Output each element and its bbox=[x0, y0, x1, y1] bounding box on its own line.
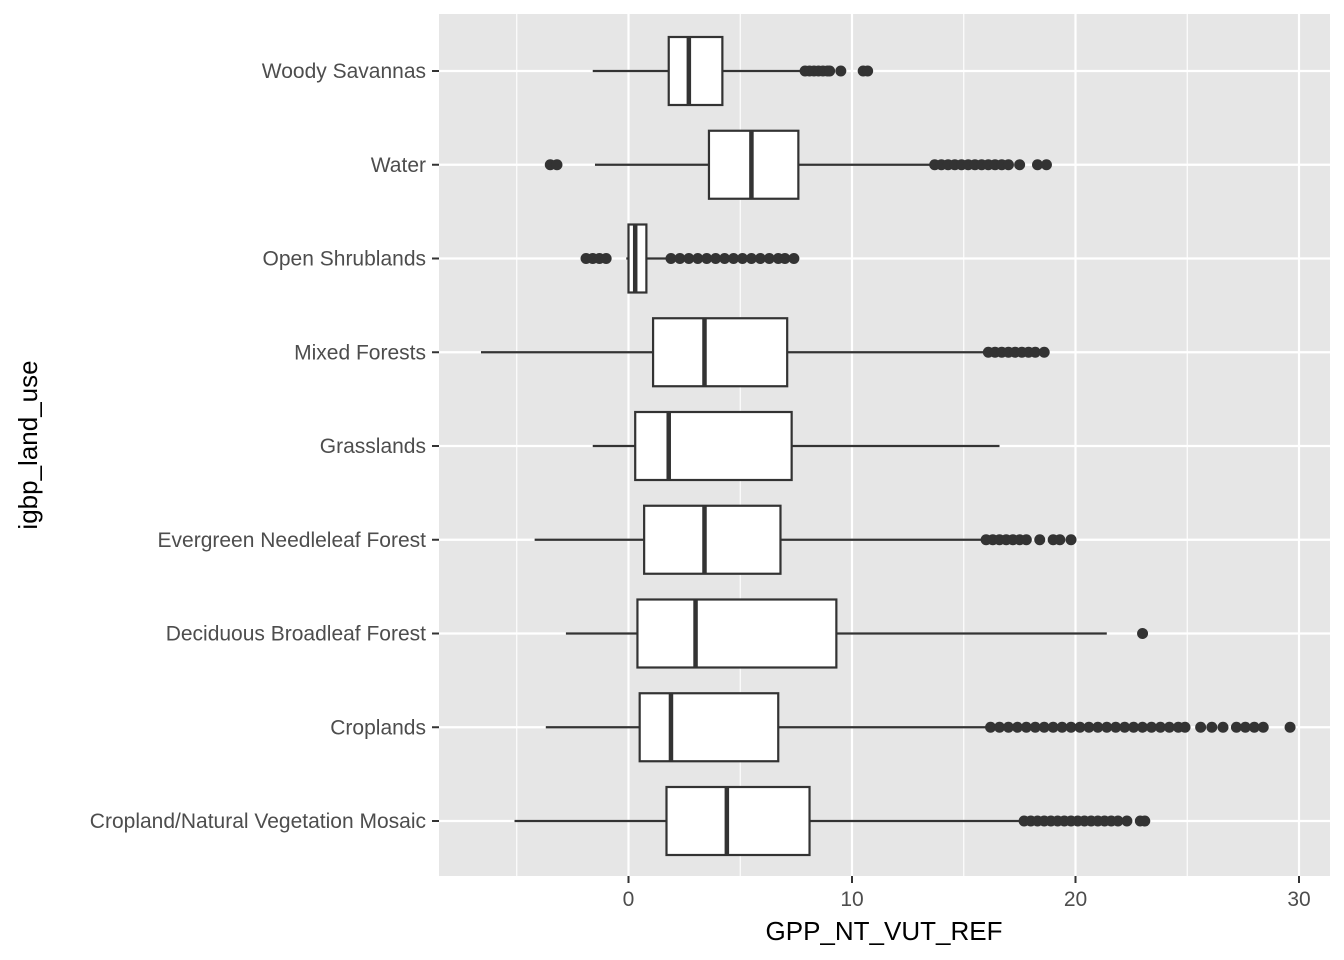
y-axis-title: igbp_land_use bbox=[13, 360, 43, 529]
outlier-point bbox=[692, 253, 704, 264]
x-tick-label: 10 bbox=[840, 888, 863, 911]
outlier-point bbox=[1230, 721, 1242, 733]
box-deciduous-broadleaf-forest bbox=[565, 598, 1149, 669]
box-series bbox=[480, 35, 1296, 857]
y-tick-label: Grasslands bbox=[320, 435, 426, 458]
y-tick-label: Woody Savannas bbox=[262, 60, 426, 83]
box-croplands bbox=[545, 692, 1296, 763]
outlier-point bbox=[736, 253, 748, 264]
outlier-point bbox=[551, 159, 563, 171]
iqr-box bbox=[643, 504, 782, 575]
outlier-point bbox=[1154, 721, 1166, 733]
outlier-point bbox=[1083, 721, 1095, 733]
outlier-point bbox=[1032, 159, 1044, 171]
outlier-point bbox=[1020, 721, 1032, 733]
outlier-point bbox=[710, 253, 722, 264]
y-tick-label: Croplands bbox=[330, 716, 426, 739]
outlier-point bbox=[1029, 346, 1041, 358]
x-axis-title: GPP_NT_VUT_REF bbox=[766, 916, 1003, 946]
outlier-point bbox=[1257, 721, 1269, 733]
outlier-point bbox=[1179, 721, 1191, 733]
outlier-point bbox=[862, 65, 874, 77]
y-tick-label: Water bbox=[371, 154, 426, 177]
outlier-point bbox=[788, 253, 800, 264]
outlier-point bbox=[674, 253, 686, 264]
outlier-point bbox=[824, 65, 836, 77]
outlier-point bbox=[1011, 721, 1023, 733]
outlier-point bbox=[1163, 721, 1175, 733]
outlier-point bbox=[665, 253, 677, 264]
outlier-point bbox=[779, 253, 791, 264]
outlier-point bbox=[1065, 534, 1077, 546]
outlier-point bbox=[1034, 534, 1046, 546]
y-tick-label: Deciduous Broadleaf Forest bbox=[166, 623, 426, 646]
iqr-box bbox=[634, 410, 793, 482]
box-woody-savannas bbox=[592, 35, 874, 107]
box-cropland-natural-vegetation-mosaic bbox=[514, 785, 1151, 857]
outlier-point bbox=[1047, 721, 1059, 733]
y-tick-label: Mixed Forests bbox=[294, 341, 426, 364]
iqr-box bbox=[651, 317, 789, 388]
outlier-point bbox=[835, 65, 847, 77]
outlier-point bbox=[1248, 721, 1260, 733]
iqr-box bbox=[665, 785, 811, 857]
x-axis: 0 10 20 30 bbox=[623, 876, 1311, 911]
outlier-point bbox=[1195, 721, 1207, 733]
outlier-point bbox=[1217, 721, 1229, 733]
outlier-point bbox=[1038, 721, 1050, 733]
outlier-point bbox=[1101, 721, 1113, 733]
x-tick-label: 30 bbox=[1287, 888, 1310, 911]
outlier-point bbox=[600, 253, 612, 264]
outlier-point bbox=[1040, 159, 1052, 171]
y-tick-label: Evergreen Needleleaf Forest bbox=[158, 529, 427, 552]
box-mixed-forests bbox=[480, 317, 1050, 388]
outlier-point bbox=[683, 253, 695, 264]
x-tick-label: 20 bbox=[1064, 888, 1087, 911]
outlier-point bbox=[1029, 721, 1041, 733]
outlier-point bbox=[1137, 628, 1149, 639]
outlier-point bbox=[1284, 721, 1296, 733]
box-grasslands bbox=[592, 410, 1000, 482]
iqr-box bbox=[638, 692, 780, 763]
outlier-point bbox=[1128, 721, 1140, 733]
y-tick-label: Cropland/Natural Vegetation Mosaic bbox=[90, 810, 426, 833]
outlier-point bbox=[994, 721, 1006, 733]
outlier-point bbox=[1239, 721, 1251, 733]
iqr-box bbox=[667, 35, 724, 107]
outlier-point bbox=[1119, 721, 1131, 733]
box-water bbox=[544, 129, 1052, 200]
outlier-point bbox=[1020, 534, 1032, 546]
outlier-point bbox=[1065, 721, 1077, 733]
outlier-point bbox=[1056, 721, 1068, 733]
outlier-point bbox=[745, 253, 757, 264]
box-evergreen-needleleaf-forest bbox=[534, 504, 1077, 575]
box-open-shrublands bbox=[580, 223, 800, 294]
outlier-point bbox=[1139, 815, 1151, 827]
outlier-point bbox=[701, 253, 713, 264]
outlier-point bbox=[1110, 721, 1122, 733]
outlier-point bbox=[763, 253, 775, 264]
outlier-point bbox=[1121, 815, 1133, 827]
outlier-point bbox=[1074, 721, 1086, 733]
x-tick-label: 0 bbox=[623, 888, 635, 911]
outlier-point bbox=[754, 253, 766, 264]
outlier-point bbox=[1002, 721, 1014, 733]
outlier-point bbox=[1092, 721, 1104, 733]
outlier-point bbox=[1054, 534, 1066, 546]
y-axis: Woody Savannas Water Open Shrublands Mixed … bbox=[90, 60, 439, 833]
outlier-point bbox=[1002, 159, 1014, 171]
outlier-point bbox=[1112, 815, 1124, 827]
outlier-point bbox=[1145, 721, 1157, 733]
outlier-point bbox=[1038, 346, 1050, 358]
outlier-point bbox=[728, 253, 740, 264]
y-tick-label: Open Shrublands bbox=[263, 248, 426, 271]
outlier-point bbox=[719, 253, 731, 264]
outlier-point bbox=[985, 721, 997, 733]
outlier-point bbox=[1014, 159, 1026, 171]
outlier-point bbox=[1206, 721, 1218, 733]
iqr-box bbox=[636, 598, 838, 669]
outlier-point bbox=[1137, 721, 1149, 733]
